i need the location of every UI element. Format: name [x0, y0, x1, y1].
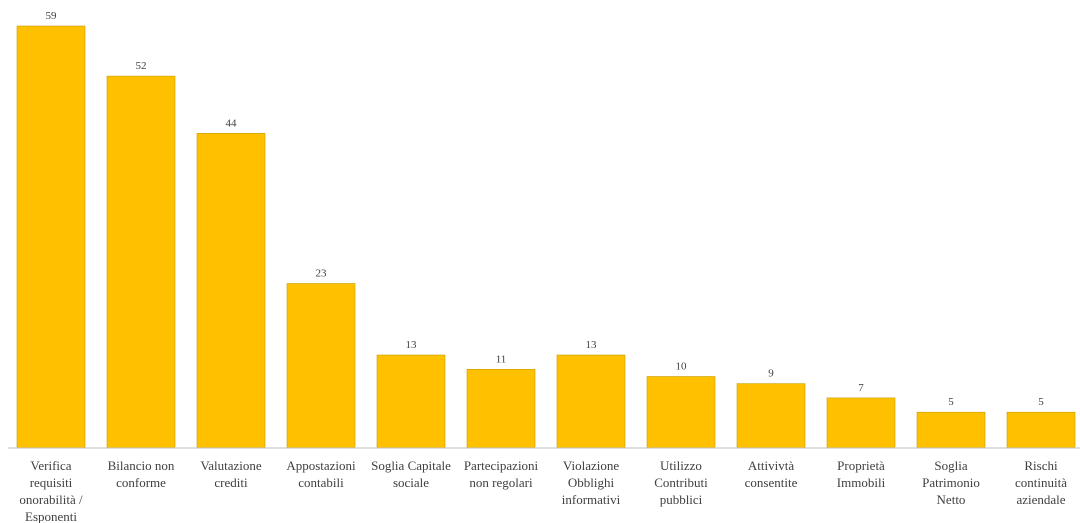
category-label-line: Valutazione: [200, 458, 262, 473]
bar-7: [556, 354, 626, 449]
category-label-12: Rischi continuità aziendale: [1015, 458, 1067, 507]
bar-10: [826, 397, 896, 449]
category-label-line: sociale: [393, 475, 429, 490]
category-label-2: Bilancio non conforme: [108, 458, 175, 490]
bar-12: [1006, 411, 1076, 449]
category-label-line: conforme: [116, 475, 166, 490]
category-label-line: Violazione: [563, 458, 619, 473]
category-label-line: non regolari: [469, 475, 533, 490]
value-label-6: 11: [496, 353, 507, 365]
category-label-line: contabili: [298, 475, 344, 490]
category-label-3: Valutazione crediti: [200, 458, 262, 490]
value-label-5: 13: [406, 339, 418, 351]
category-label-line: Netto: [937, 492, 966, 507]
category-label-5: Soglia Capitale sociale: [371, 458, 451, 490]
category-label-line: Esponenti: [25, 509, 77, 523]
category-label-line: crediti: [214, 475, 248, 490]
category-label-line: consentite: [745, 475, 798, 490]
category-labels-group: Verifica requisiti onorabilità / Esponenti B…: [19, 458, 1067, 523]
value-label-2: 52: [136, 60, 147, 72]
category-label-10: Proprietà Immobili: [837, 458, 886, 490]
category-label-line: Verifica: [30, 458, 71, 473]
category-label-7: Violazione Obblighi informativi: [562, 458, 621, 507]
category-label-line: Partecipazioni: [464, 458, 539, 473]
category-label-line: Patrimonio: [922, 475, 980, 490]
bar-11: [916, 411, 986, 449]
category-label-line: informativi: [562, 492, 621, 507]
bar-1: [16, 25, 86, 449]
value-label-9: 9: [768, 368, 774, 380]
bar-9: [736, 383, 806, 449]
bar-5: [376, 354, 446, 449]
category-label-line: pubblici: [660, 492, 703, 507]
bar-6: [466, 368, 536, 449]
value-labels-group: 59 52 44 23 13 11 13 10 9 7 5 5: [46, 10, 1045, 408]
category-label-line: Rischi: [1024, 458, 1058, 473]
value-label-8: 10: [676, 361, 688, 373]
value-label-4: 23: [316, 268, 328, 280]
bar-3: [196, 133, 266, 449]
bar-4: [286, 283, 356, 449]
category-label-line: Attivivtà: [748, 458, 794, 473]
value-label-11: 5: [948, 396, 954, 408]
category-label-line: Contributi: [654, 475, 708, 490]
category-label-1: Verifica requisiti onorabilità / Esponenti: [19, 458, 83, 523]
category-label-line: Soglia Capitale: [371, 458, 451, 473]
value-label-10: 7: [858, 382, 864, 394]
category-label-line: Appostazioni: [286, 458, 356, 473]
category-label-11: Soglia Patrimonio Netto: [922, 458, 980, 507]
category-label-line: onorabilità /: [19, 492, 83, 507]
value-label-3: 44: [226, 117, 238, 129]
value-label-7: 13: [586, 339, 598, 351]
category-label-line: Immobili: [837, 475, 886, 490]
category-label-6: Partecipazioni non regolari: [464, 458, 539, 490]
value-label-1: 59: [46, 10, 58, 22]
category-label-line: Utilizzo: [660, 458, 702, 473]
category-label-9: Attivivtà consentite: [745, 458, 798, 490]
category-label-4: Appostazioni contabili: [286, 458, 356, 490]
category-label-line: Obblighi: [568, 475, 615, 490]
category-label-line: requisiti: [30, 475, 73, 490]
bars-group: [16, 25, 1076, 449]
category-label-line: Proprietà: [837, 458, 885, 473]
category-label-line: Bilancio non: [108, 458, 175, 473]
bar-8: [646, 376, 716, 449]
category-label-line: continuità: [1015, 475, 1067, 490]
bar-2: [106, 75, 176, 449]
value-label-12: 5: [1038, 396, 1044, 408]
category-label-8: Utilizzo Contributi pubblici: [654, 458, 708, 507]
category-label-line: Soglia: [934, 458, 967, 473]
category-label-line: aziendale: [1016, 492, 1065, 507]
